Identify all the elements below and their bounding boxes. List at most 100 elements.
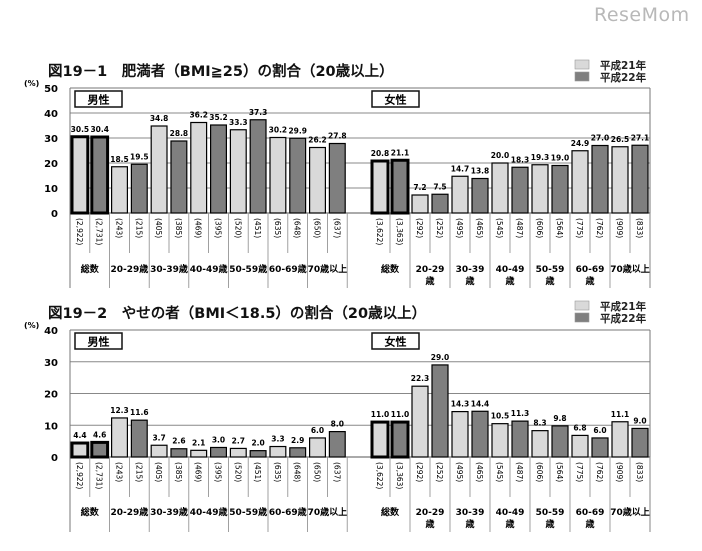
sample-size-label: (648) [293,218,302,238]
category-label: 70歳以上 [610,506,650,518]
sample-size-label: (650) [313,218,322,238]
sample-size-label: (909) [615,218,624,238]
panel-label-box [74,90,123,108]
data-label: 11.3 [511,409,530,418]
sample-size-label: (495) [455,218,464,238]
sample-size-label: (215) [134,462,143,482]
category-label: 20-29 [416,265,445,275]
sample-size-label: (606) [535,462,544,482]
sample-size-label: (292) [415,462,424,482]
bar-h22 [249,450,267,458]
y-tick-label: 10 [44,184,58,195]
sample-size-label: (3,363) [395,462,404,489]
data-label: 33.3 [229,118,248,127]
bar-h22 [130,163,148,214]
data-label: 30.2 [269,126,288,135]
sample-size-label: (465) [475,218,484,238]
category-label-wrap: 歳 [584,518,594,530]
bar-h21 [150,444,168,458]
bar-h21 [269,445,287,458]
bar-h22 [631,427,649,458]
bar-h22 [551,425,569,458]
legend-swatch [574,312,590,323]
bar-h22 [328,431,346,458]
category-label: 50-59歳 [229,506,267,518]
data-label: 9.8 [553,414,566,423]
bar-h22 [289,447,307,458]
sample-size-label: (405) [154,218,163,238]
sample-size-label: (775) [575,218,584,238]
bar-h21 [309,437,327,458]
sample-size-label: (520) [233,462,242,482]
sample-size-label: (385) [174,462,183,482]
category-label: 総数 [381,263,400,275]
data-label: 14.7 [451,164,470,173]
sample-size-label: (292) [415,218,424,238]
sample-size-label: (252) [435,462,444,482]
category-label-wrap: 歳 [464,518,474,530]
category-label: 70歳以上 [308,506,348,518]
panel-label: 男性 [88,335,110,349]
data-label: 3.7 [152,433,165,442]
panel-label-box [74,332,123,350]
data-label: 2.0 [251,439,264,448]
data-label: 8.0 [331,420,344,429]
bar-h22 [210,446,228,458]
bar-h21 [451,175,469,214]
chart-title: 図19－1 肥満者（BMI≧25）の割合（20歳以上） [48,62,394,80]
panel-label-box [371,90,420,108]
data-label: 30.5 [71,125,90,134]
bar-h22 [130,419,148,458]
data-label: 4.4 [73,431,86,440]
legend-label: 平成21年 [600,59,647,72]
category-label-wrap: 歳 [544,275,554,287]
bar-h22 [390,158,410,215]
data-label: 7.5 [433,182,446,191]
data-label: 2.9 [291,436,304,445]
category-label: 30-39歳 [150,506,188,518]
sample-size-label: (3,622) [375,218,384,245]
sample-size-label: (545) [495,218,504,238]
data-label: 14.3 [451,400,470,409]
data-label: 22.3 [411,374,430,383]
bar-h22 [631,144,649,214]
sample-size-label: (545) [495,462,504,482]
data-label: 8.3 [533,419,546,428]
sample-size-label: (395) [214,218,223,238]
data-label: 11.0 [371,410,390,419]
data-label: 9.0 [633,416,646,425]
sample-size-label: (243) [115,218,124,238]
category-label: 70歳以上 [610,263,650,275]
data-label: 20.0 [491,151,510,160]
bar-h22 [170,140,188,214]
data-label: 13.8 [471,167,490,176]
sample-size-label: (469) [194,218,203,238]
legend-swatch [574,300,590,311]
data-label: 2.1 [192,438,205,447]
category-label: 30-39歳 [150,263,188,275]
data-label: 29.0 [431,353,450,362]
data-label: 37.3 [249,108,268,117]
category-label: 40-49歳 [190,506,228,518]
bar-h21 [269,136,287,214]
data-label: 6.0 [593,426,606,435]
sample-size-label: (451) [253,462,262,482]
sample-size-label: (635) [273,218,282,238]
sample-size-label: (833) [635,218,644,238]
y-axis-label: (%) [24,79,39,88]
sample-size-label: (215) [134,218,143,238]
category-label: 30-39 [456,508,485,518]
legend-swatch [574,71,590,82]
category-label: 40-49歳 [190,263,228,275]
sample-size-label: (3,622) [375,462,384,489]
data-label: 11.1 [611,410,630,419]
category-label: 50-59 [536,508,565,518]
sample-size-label: (469) [194,462,203,482]
bar-h21 [491,162,509,214]
category-label: 20-29歳 [111,263,149,275]
bar-h22 [431,193,449,214]
category-label: 20-29 [416,508,445,518]
category-label: 60-69 [576,508,605,518]
category-label-wrap: 歳 [424,275,434,287]
